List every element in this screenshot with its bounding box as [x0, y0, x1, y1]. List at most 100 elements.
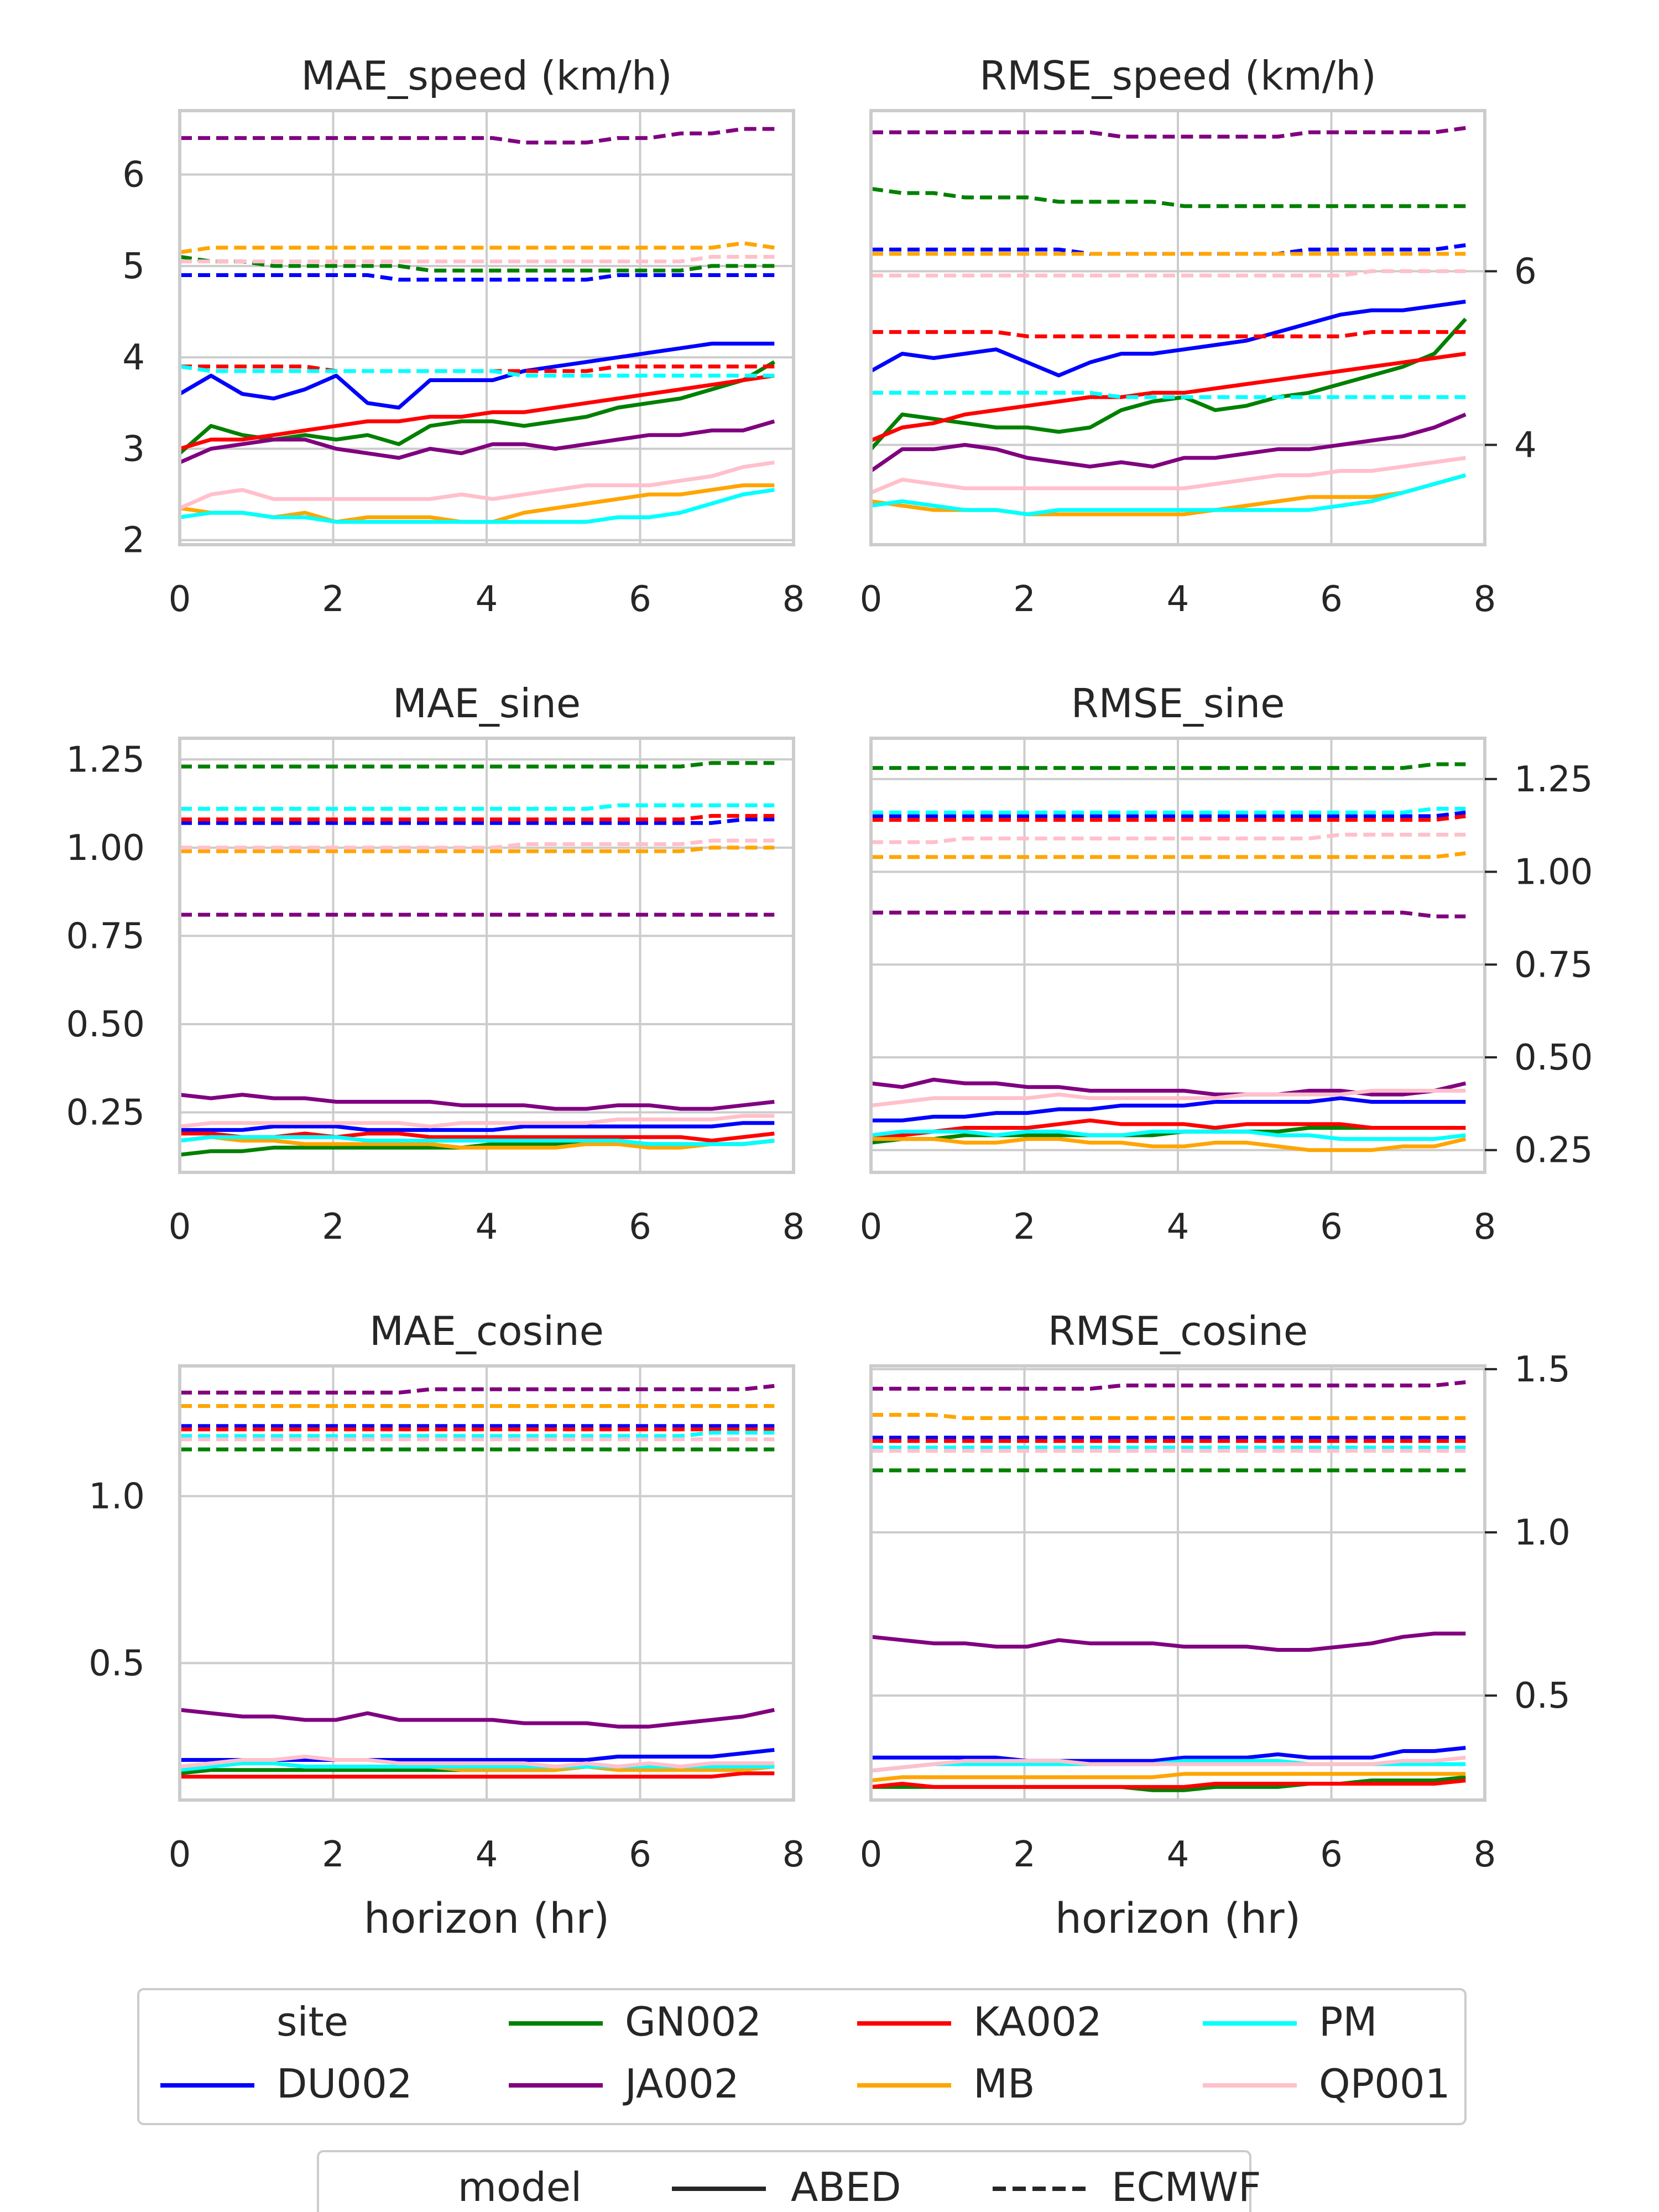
legend-entry-du002: DU002 [160, 2060, 413, 2107]
series-group [871, 762, 1467, 1152]
x-tick-label: 6 [1320, 579, 1343, 620]
legend-label: QP001 [1319, 2060, 1451, 2107]
y-tick-label: 4 [122, 337, 145, 378]
series-line-pm-abed [180, 1135, 775, 1146]
x-tick-label: 6 [629, 1207, 651, 1248]
series-line-gn002-ecmwf [180, 761, 775, 769]
legend-entry-ja002: JA002 [509, 2060, 739, 2107]
series-group [180, 1384, 775, 1779]
series-line-du002-ecmwf [871, 810, 1466, 818]
legend-entry-ka002: KA002 [857, 1999, 1102, 2045]
series-line-ka002-abed [180, 1771, 775, 1779]
x-axis-label: horizon (hr) [1055, 1893, 1301, 1943]
y-tick-label: 6 [1514, 251, 1537, 292]
x-tick-label: 0 [860, 1834, 883, 1875]
y-tick-label: 0.50 [66, 1004, 145, 1045]
site-legend-box [137, 1988, 1467, 2125]
y-tick-label: 0.5 [88, 1643, 145, 1684]
series-line-mb-abed [871, 1772, 1466, 1783]
series-line-du002-abed [180, 341, 775, 410]
x-tick-label: 4 [1167, 1834, 1190, 1875]
series-group [180, 127, 776, 524]
subplot-title: MAE_sine [393, 680, 581, 727]
series-line-ja002-ecmwf [871, 126, 1466, 139]
y-tick-label: 1.00 [66, 828, 145, 869]
series-line-qp001-abed [180, 460, 775, 510]
y-tick-label: 0.25 [66, 1093, 145, 1134]
x-tick-label: 8 [782, 579, 805, 620]
subplot-rmse-cosine: RMSE_cosine 0 2 4 6 8 0.5 1.0 1.5 horizon (hr) [860, 1308, 1571, 1943]
y-tick-label: 0.25 [1514, 1130, 1593, 1171]
series-line-du002-ecmwf [180, 273, 775, 282]
x-tick-label: 0 [860, 579, 883, 620]
site-legend: site DU002 GN002 KA002 PM JA002 MB QP001 [137, 1988, 1467, 2125]
legend-label: JA002 [623, 2060, 739, 2107]
series-line-pm-ecmwf [180, 364, 775, 378]
series-line-ja002-ecmwf [871, 910, 1466, 919]
x-tick-label: 8 [782, 1207, 805, 1248]
y-tick-label: 1.0 [88, 1477, 145, 1517]
series-line-ja002-ecmwf [180, 127, 775, 145]
series-line-ka002-abed [180, 373, 775, 451]
series-line-ja002-abed [180, 419, 775, 465]
series-line-qp001-ecmwf [180, 838, 775, 850]
subplot-title: RMSE_cosine [1048, 1308, 1308, 1354]
legend-label: KA002 [973, 1999, 1102, 2045]
series-line-qp001-abed [871, 1088, 1466, 1108]
series-line-mb-ecmwf [871, 851, 1466, 859]
x-tick-label: 6 [629, 1834, 651, 1875]
x-tick-label: 6 [1320, 1207, 1343, 1248]
subplot-title: MAE_cosine [369, 1308, 604, 1354]
y-tick-label: 2 [122, 520, 145, 561]
series-line-ja002-abed [180, 1708, 775, 1729]
x-tick-label: 6 [629, 579, 651, 620]
plot-area-frame [178, 1364, 795, 1802]
series-group [871, 126, 1467, 517]
x-tick-label: 2 [322, 1834, 345, 1875]
series-line-pm-ecmwf [180, 1431, 775, 1438]
subplot-title: RMSE_speed (km/h) [979, 53, 1376, 99]
y-tick-label: 0.75 [1514, 945, 1593, 985]
x-tick-label: 8 [1474, 1207, 1496, 1248]
series-line-qp001-abed [180, 1755, 775, 1769]
x-tick-label: 0 [860, 1207, 883, 1248]
x-tick-label: 6 [1320, 1834, 1343, 1875]
legend-label: DU002 [276, 2060, 413, 2107]
y-tick-label: 0.5 [1514, 1676, 1571, 1717]
legend-entry-pm: PM [1203, 1999, 1378, 2045]
series-line-gn002-ecmwf [871, 762, 1466, 770]
x-tick-label: 2 [1013, 1834, 1036, 1875]
series-line-mb-abed [180, 1135, 775, 1150]
series-line-qp001-ecmwf [871, 832, 1466, 844]
series-line-gn002-abed [871, 317, 1467, 451]
series-line-ka002-abed [871, 352, 1466, 442]
series-group [180, 761, 775, 1157]
series-line-du002-abed [871, 299, 1466, 378]
x-tick-label: 2 [1013, 579, 1036, 620]
y-tick-label: 1.25 [66, 739, 145, 780]
series-line-ja002-abed [871, 413, 1467, 473]
x-axis-label: horizon (hr) [364, 1893, 609, 1943]
series-line-ja002-abed [871, 1631, 1466, 1652]
legend-entry-abed: ABED [672, 2164, 901, 2210]
series-line-pm-ecmwf [180, 803, 775, 811]
series-line-mb-ecmwf [871, 1413, 1466, 1420]
series-line-ka002-ecmwf [871, 814, 1466, 822]
legend-entry-ecmwf: ECMWF [993, 2164, 1261, 2210]
series-line-du002-abed [180, 1121, 775, 1132]
plot-area-frame [178, 737, 795, 1174]
series-line-gn002-ecmwf [180, 254, 775, 273]
x-tick-label: 0 [169, 579, 191, 620]
legend-entry-mb: MB [857, 2060, 1035, 2107]
y-tick-label: 1.0 [1514, 1512, 1571, 1553]
series-line-mb-ecmwf [180, 241, 775, 254]
x-tick-label: 4 [1167, 1207, 1190, 1248]
series-line-qp001-abed [871, 456, 1466, 495]
subplot-title: MAE_speed (km/h) [301, 53, 672, 99]
x-tick-label: 8 [1474, 1834, 1496, 1875]
subplot-rmse-speed-km-h: RMSE_speed (km/h) 0 2 4 6 8 4 6 [860, 53, 1537, 620]
series-line-ka002-ecmwf [871, 330, 1466, 338]
x-tick-label: 4 [1167, 579, 1190, 620]
